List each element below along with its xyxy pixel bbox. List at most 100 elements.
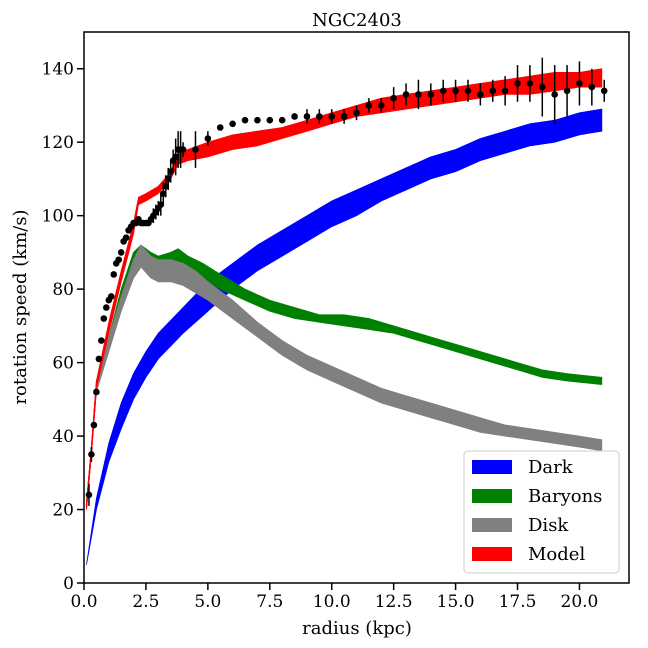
data-point	[254, 116, 261, 124]
observed-point	[107, 293, 115, 300]
observed-point	[477, 83, 484, 106]
observed-point	[377, 98, 385, 113]
data-point	[164, 175, 172, 183]
data-point	[90, 421, 98, 429]
plot-area	[85, 57, 608, 565]
observed-point	[93, 388, 100, 396]
data-point	[216, 124, 224, 131]
data-point	[551, 91, 558, 98]
data-point	[427, 91, 435, 98]
y-tick-label: 20	[52, 501, 74, 521]
observed-point	[98, 337, 105, 344]
data-point	[353, 109, 360, 117]
data-point	[117, 249, 125, 256]
data-point	[477, 91, 484, 98]
observed-point	[452, 79, 459, 102]
x-tick-label: 15.0	[437, 592, 475, 612]
chart-title: NGC2403	[312, 10, 402, 31]
x-tick-label: 0.0	[70, 592, 97, 612]
observed-point	[390, 87, 397, 110]
observed-point	[179, 142, 187, 157]
legend: Dark Baryons Disk Model	[463, 450, 620, 574]
legend-label-model: Model	[528, 544, 585, 565]
observed-point	[303, 109, 311, 124]
data-point	[85, 491, 93, 499]
data-point	[328, 113, 336, 120]
observed-point	[117, 249, 125, 256]
data-point	[365, 102, 373, 109]
data-point	[563, 87, 571, 95]
data-point	[192, 146, 199, 153]
data-point	[526, 80, 534, 87]
data-point	[402, 91, 410, 98]
data-point	[110, 271, 118, 278]
observed-point	[115, 256, 122, 264]
observed-point	[266, 116, 274, 124]
observed-point	[501, 76, 509, 106]
data-point	[576, 80, 583, 87]
x-tick-label: 10.0	[313, 592, 351, 612]
y-axis-label: rotation speed (km/s)	[10, 209, 31, 404]
legend-swatch-baryons	[472, 489, 512, 503]
data-point	[162, 182, 170, 190]
y-tick-label: 40	[52, 427, 74, 447]
data-point	[88, 451, 95, 458]
y-tick-label: 0	[63, 574, 74, 594]
data-point	[316, 113, 323, 120]
legend-swatch-dark	[472, 460, 512, 474]
data-point	[159, 190, 167, 197]
observed-point	[216, 124, 224, 131]
data-point	[157, 201, 165, 208]
data-point	[100, 315, 108, 322]
observed-point	[95, 355, 103, 363]
data-point	[439, 87, 447, 95]
observed-point	[122, 234, 130, 242]
observed-point	[551, 65, 558, 124]
x-tick-label: 5.0	[194, 592, 221, 612]
data-point	[98, 337, 105, 344]
observed-point	[526, 65, 534, 102]
observed-point	[588, 68, 596, 106]
y-tick-label: 140	[42, 60, 74, 80]
legend-label-disk: Disk	[528, 515, 569, 536]
observed-point	[192, 131, 199, 168]
data-point	[303, 113, 311, 120]
data-point	[122, 234, 130, 242]
observed-point	[563, 65, 571, 117]
observed-point	[328, 109, 336, 124]
data-point	[489, 87, 497, 95]
data-point	[452, 87, 459, 95]
observed-point	[576, 61, 583, 106]
observed-point	[353, 105, 360, 121]
legend-label-baryons: Baryons	[528, 486, 602, 507]
data-point	[340, 113, 348, 120]
x-tick-label: 7.5	[256, 592, 283, 612]
data-point	[464, 87, 472, 95]
data-point	[241, 116, 249, 124]
x-tick-label: 20.0	[561, 592, 599, 612]
y-tick-label: 60	[52, 354, 74, 374]
observed-point	[464, 79, 472, 102]
observed-point	[229, 120, 236, 128]
observed-point	[600, 79, 608, 102]
observed-point	[85, 483, 93, 506]
data-point	[204, 135, 212, 142]
x-axis: 0.0 2.5 5.0 7.5 10.0 12.5 15.0 17.5 20.0	[70, 583, 598, 612]
observed-point	[204, 131, 212, 146]
data-point	[179, 146, 187, 153]
plot-frame	[83, 31, 630, 584]
observed-point	[102, 304, 110, 311]
observed-point	[110, 271, 118, 278]
data-point	[115, 256, 122, 264]
y-axis: 0 20 40 60 80 100 120 140	[42, 60, 84, 594]
data-point	[229, 120, 236, 128]
observed-point	[415, 79, 422, 110]
observed-point	[172, 138, 179, 176]
observed-point	[340, 109, 348, 124]
x-tick-label: 2.5	[132, 592, 159, 612]
data-point	[514, 80, 521, 87]
observed-point	[365, 98, 373, 113]
y-tick-label: 80	[52, 280, 74, 300]
data-point	[291, 113, 298, 120]
